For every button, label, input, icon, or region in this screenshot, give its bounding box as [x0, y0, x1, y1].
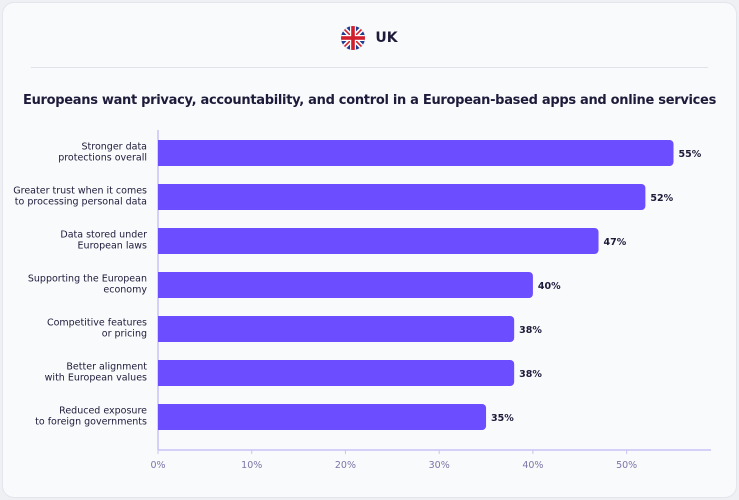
category-label: Greater trust when it comes: [13, 186, 147, 197]
category-label: economy: [103, 285, 147, 296]
data-label: 40%: [538, 281, 561, 292]
uk-flag-icon: [341, 26, 366, 50]
category-label: Reduced exposure: [59, 406, 147, 417]
category-label: Better alignment: [66, 362, 147, 373]
category-label: to foreign governments: [35, 417, 147, 428]
country-label: UK: [375, 30, 398, 46]
category-label: Data stored under: [60, 230, 147, 241]
data-label: 55%: [679, 149, 702, 160]
x-tick-label: 50%: [616, 460, 637, 471]
header: UK: [3, 23, 736, 53]
data-label: 35%: [491, 413, 514, 424]
category-label: Stronger data: [82, 142, 147, 153]
category-label: to processing personal data: [15, 197, 147, 208]
chart-title: Europeans want privacy, accountability, …: [22, 93, 717, 108]
divider: [31, 67, 708, 68]
x-tick-label: 30%: [429, 460, 450, 471]
category-label: protections overall: [58, 153, 147, 164]
x-tick-label: 20%: [335, 460, 356, 471]
category-label: Competitive features: [47, 318, 147, 329]
bar: [157, 228, 599, 254]
bar: [158, 404, 487, 430]
data-label: 52%: [650, 193, 673, 204]
category-label: European laws: [78, 241, 148, 252]
category-label: or pricing: [102, 329, 147, 340]
category-label: with European values: [45, 373, 147, 384]
bar: [158, 272, 533, 298]
x-tick-label: 40%: [522, 460, 543, 471]
x-tick-label: 10%: [241, 460, 262, 471]
bar: [158, 184, 646, 210]
data-label: 38%: [519, 369, 542, 380]
bar: [158, 316, 515, 342]
x-tick-label: 0%: [150, 460, 165, 471]
bar: [158, 140, 674, 166]
category-label: Supporting the European: [28, 274, 147, 285]
data-label: 47%: [604, 237, 627, 248]
data-label: 38%: [519, 325, 542, 336]
bar: [158, 360, 515, 386]
